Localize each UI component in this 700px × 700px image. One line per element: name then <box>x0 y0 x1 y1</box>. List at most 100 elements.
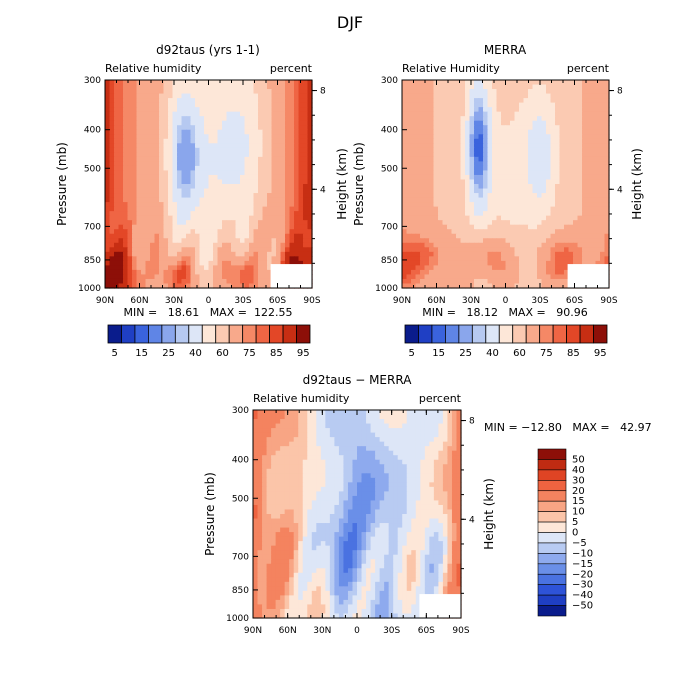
field-cell <box>271 215 277 221</box>
field-cell <box>492 165 498 172</box>
field-cell <box>302 419 308 425</box>
field-cell <box>600 229 606 235</box>
field-cell <box>415 80 421 86</box>
field-cell <box>172 274 178 280</box>
field-cell <box>114 138 120 144</box>
field-cell <box>591 197 597 203</box>
field-cell <box>546 107 552 113</box>
field-cell <box>235 93 241 99</box>
field-cell <box>127 120 133 126</box>
field-cell <box>478 202 484 208</box>
field-cell <box>550 89 556 95</box>
field-cell <box>226 265 232 271</box>
field-cell <box>289 242 295 248</box>
field-cell <box>546 220 552 226</box>
field-cell <box>325 423 331 429</box>
field-cell <box>492 152 498 158</box>
field-cell <box>244 265 250 271</box>
field-cell <box>469 206 475 212</box>
field-cell <box>595 138 601 144</box>
field-cell <box>150 251 156 257</box>
field-cell <box>298 211 304 217</box>
field-cell <box>523 229 529 235</box>
field-cell <box>280 152 286 158</box>
field-cell <box>537 188 543 194</box>
field-cell <box>154 251 160 257</box>
field-cell <box>244 233 250 239</box>
field-cell <box>285 143 291 149</box>
field-cell <box>573 147 579 153</box>
field-cell <box>496 89 502 95</box>
field-cell <box>154 174 160 181</box>
field-cell <box>136 242 142 248</box>
field-cell <box>379 428 385 434</box>
field-cell <box>195 147 201 153</box>
field-cell <box>222 102 228 108</box>
field-cell <box>195 156 201 162</box>
field-cell <box>307 437 313 443</box>
field-cell <box>114 215 120 221</box>
field-cell <box>235 220 241 226</box>
field-cell <box>415 278 421 285</box>
field-cell <box>172 129 178 135</box>
field-cell <box>487 80 493 86</box>
field-cell <box>244 220 250 226</box>
field-cell <box>145 256 151 262</box>
field-cell <box>177 170 183 176</box>
field-cell <box>487 98 493 104</box>
field-cell <box>433 143 439 149</box>
field-cell <box>505 129 511 135</box>
field-cell <box>568 125 574 131</box>
field-cell <box>240 165 246 172</box>
field-cell <box>163 111 169 117</box>
field-cell <box>505 111 511 117</box>
field-cell <box>487 233 493 239</box>
field-cell <box>132 125 138 131</box>
field-cell <box>438 428 444 434</box>
field-cell <box>253 84 259 90</box>
field-cell <box>510 138 516 144</box>
field-cell <box>402 111 408 117</box>
field-cell <box>294 84 300 90</box>
field-cell <box>213 269 219 276</box>
field-cell <box>604 129 610 135</box>
field-cell <box>127 256 133 262</box>
field-cell <box>276 125 282 131</box>
field-cell <box>226 111 232 117</box>
field-cell <box>420 419 426 425</box>
field-cell <box>600 93 606 99</box>
field-cell <box>280 93 286 99</box>
field-cell <box>442 107 448 113</box>
field-cell <box>537 84 543 90</box>
field-cell <box>240 98 246 104</box>
field-cell <box>289 423 295 429</box>
field-cell <box>460 256 466 262</box>
field-cell <box>190 184 196 190</box>
field-cell <box>577 242 583 248</box>
field-cell <box>559 152 565 158</box>
field-cell <box>275 437 281 443</box>
field-cell <box>442 202 448 208</box>
field-cell <box>253 197 259 203</box>
field-cell <box>109 251 115 257</box>
field-cell <box>159 179 165 185</box>
field-cell <box>514 278 520 285</box>
field-cell <box>577 165 583 172</box>
field-cell <box>303 247 309 253</box>
field-cell <box>442 455 449 461</box>
field-cell <box>411 116 417 122</box>
field-cell <box>195 242 201 248</box>
field-cell <box>258 102 264 108</box>
field-cell <box>141 170 147 176</box>
field-cell <box>591 156 597 162</box>
field-cell <box>303 179 309 185</box>
field-cell <box>244 134 250 140</box>
field-cell <box>275 410 281 416</box>
field-cell <box>595 170 601 176</box>
field-cell <box>240 184 246 190</box>
field-cell <box>267 134 273 140</box>
field-cell <box>505 206 511 212</box>
field-cell <box>555 251 561 257</box>
field-cell <box>487 251 493 257</box>
field-cell <box>289 247 295 253</box>
